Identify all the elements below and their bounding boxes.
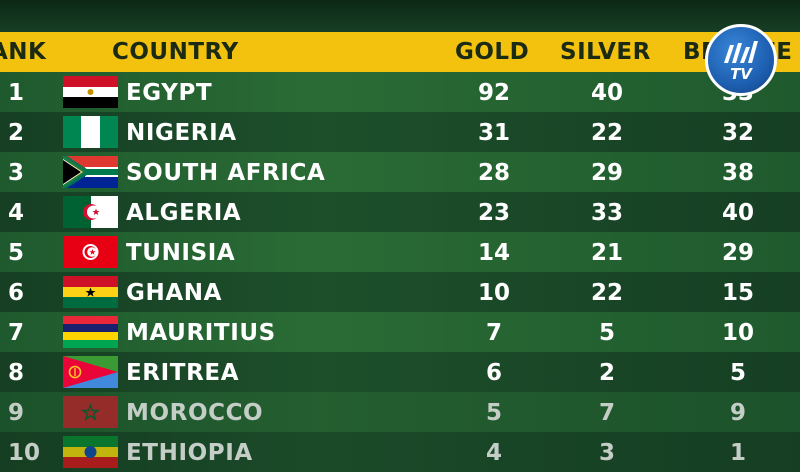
table-row: 7 MAURITIUS 7 5 10 — [0, 312, 800, 352]
silver-cell: 7 — [598, 400, 615, 426]
country-cell: MAURITIUS — [126, 320, 276, 346]
bronze-cell: 29 — [721, 240, 754, 266]
country-cell: ALGERIA — [126, 200, 242, 226]
rank-cell: 9 — [8, 400, 25, 426]
bronze-cell: 40 — [721, 200, 754, 226]
table-row: 5 TUNISIA 14 21 29 — [0, 232, 800, 272]
gold-cell: 92 — [477, 80, 510, 106]
gold-cell: 23 — [477, 200, 510, 226]
bronze-cell: 1 — [729, 440, 746, 466]
logo-bars-icon — [724, 41, 758, 63]
table-row: 4 ALGERIA 23 33 40 — [0, 192, 800, 232]
egypt-flag-icon — [63, 76, 118, 108]
silver-cell: 5 — [598, 320, 615, 346]
bronze-cell: 10 — [721, 320, 754, 346]
silver-cell: 21 — [590, 240, 623, 266]
table-row: 8 ERITREA 6 2 5 — [0, 352, 800, 392]
mauritius-flag-icon — [63, 316, 118, 348]
silver-cell: 22 — [590, 120, 623, 146]
table-row: 6 GHANA 10 22 15 — [0, 272, 800, 312]
rank-cell: 10 — [8, 440, 41, 466]
gold-cell: 10 — [477, 280, 510, 306]
silver-cell: 3 — [598, 440, 615, 466]
rank-cell: 1 — [8, 80, 25, 106]
table-row: 9 MOROCCO 5 7 9 — [0, 392, 800, 432]
channel-logo-icon: TV — [705, 24, 777, 96]
silver-cell: 40 — [590, 80, 623, 106]
bronze-cell: 9 — [729, 400, 746, 426]
rank-cell: 7 — [8, 320, 25, 346]
gold-cell: 31 — [477, 120, 510, 146]
rank-cell: 6 — [8, 280, 25, 306]
gold-cell: 14 — [477, 240, 510, 266]
table-row: 3 SOUTH AFRICA 28 29 38 — [0, 152, 800, 192]
nigeria-flag-icon — [63, 116, 118, 148]
country-cell: TUNISIA — [126, 240, 236, 266]
bronze-cell: 32 — [721, 120, 754, 146]
morocco-flag-icon — [63, 396, 118, 428]
bronze-cell: 38 — [721, 160, 754, 186]
country-cell: SOUTH AFRICA — [126, 160, 326, 186]
header-silver: SILVER — [560, 39, 651, 65]
bronze-cell: 5 — [729, 360, 746, 386]
country-cell: EGYPT — [126, 80, 213, 106]
gold-cell: 7 — [485, 320, 502, 346]
header-gold: GOLD — [455, 39, 530, 65]
eritrea-flag-icon — [63, 356, 118, 388]
country-cell: NIGERIA — [126, 120, 237, 146]
table-row: 1 EGYPT 92 40 33 — [0, 72, 800, 112]
country-cell: MOROCCO — [126, 400, 264, 426]
ethiopia-flag-icon — [63, 436, 118, 468]
tunisia-flag-icon — [63, 236, 118, 268]
silver-cell: 33 — [590, 200, 623, 226]
gold-cell: 5 — [485, 400, 502, 426]
top-band — [0, 0, 800, 32]
country-cell: ERITREA — [126, 360, 240, 386]
logo-text: TV — [730, 65, 752, 83]
country-cell: GHANA — [126, 280, 222, 306]
gold-cell: 28 — [477, 160, 510, 186]
gold-cell: 4 — [485, 440, 502, 466]
rank-cell: 8 — [8, 360, 25, 386]
silver-cell: 22 — [590, 280, 623, 306]
silver-cell: 29 — [590, 160, 623, 186]
table-row: 2 NIGERIA 31 22 32 — [0, 112, 800, 152]
table-row: 10 ETHIOPIA 4 3 1 — [0, 432, 800, 472]
medal-table: 1 EGYPT 92 40 33 2 NIGERIA 31 22 32 — [0, 72, 800, 472]
algeria-flag-icon — [63, 196, 118, 228]
gold-cell: 6 — [485, 360, 502, 386]
header-country: COUNTRY — [112, 39, 239, 65]
table-header: ANK COUNTRY GOLD SILVER BRONZE — [0, 32, 800, 72]
country-cell: ETHIOPIA — [126, 440, 253, 466]
rank-cell: 4 — [8, 200, 25, 226]
bronze-cell: 15 — [721, 280, 754, 306]
rank-cell: 3 — [8, 160, 25, 186]
ghana-flag-icon — [63, 276, 118, 308]
south-africa-flag-icon — [63, 156, 118, 188]
header-rank: ANK — [0, 39, 47, 65]
silver-cell: 2 — [598, 360, 615, 386]
rank-cell: 5 — [8, 240, 25, 266]
rank-cell: 2 — [8, 120, 25, 146]
